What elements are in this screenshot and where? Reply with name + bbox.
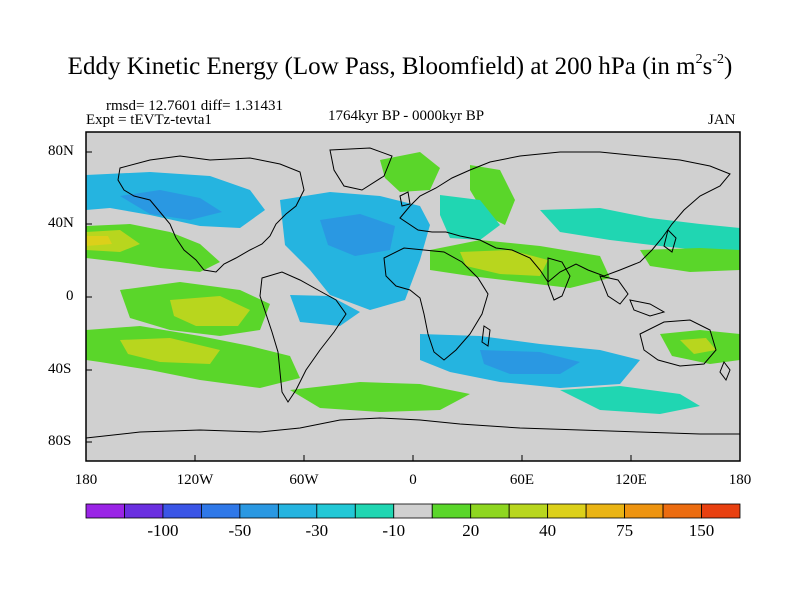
- colorbar-swatch: [85, 503, 125, 519]
- coast-antarctica: [86, 417, 740, 439]
- axis-ticks: [85, 151, 741, 461]
- colorbar-swatch: [624, 503, 664, 519]
- colorbar: [85, 503, 741, 519]
- coast-australia: [639, 319, 717, 367]
- colorbar-swatch: [701, 503, 741, 519]
- colorbar-swatch: [585, 503, 625, 519]
- x-tick-label-60w: 60W: [289, 472, 319, 488]
- coast-north-america: [117, 155, 305, 273]
- anomaly-europe-positive: [380, 152, 440, 192]
- colorbar-swatch: [277, 503, 318, 519]
- anomaly-south-indian-core: [480, 350, 580, 374]
- coast-india: [547, 257, 571, 301]
- coast-japan: [663, 229, 677, 253]
- colorbar-swatch: [431, 503, 472, 519]
- colorbar-swatch: [508, 503, 549, 519]
- coast-uk: [399, 191, 411, 207]
- anomaly-south-indian-cyan: [560, 386, 700, 414]
- coast-africa: [383, 247, 489, 361]
- month-label: JAN: [708, 112, 736, 128]
- coast-south-america: [259, 271, 347, 403]
- plot-title: Eddy Kinetic Energy (Low Pass, Bloomfiel…: [67, 52, 733, 80]
- y-tick-label-40s: 40S: [48, 361, 72, 377]
- colorbar-swatch: [124, 503, 164, 519]
- x-tick-label-60e: 60E: [509, 472, 535, 488]
- coastlines: [86, 147, 740, 439]
- anomaly-australia-core: [680, 338, 716, 354]
- colorbar-swatch: [354, 503, 395, 519]
- colorbar-swatch: [239, 503, 279, 519]
- anomaly-tropical-pacific-core: [170, 296, 250, 326]
- x-tick-label-180w: 180: [74, 472, 98, 488]
- colorbar-swatch: [662, 503, 702, 519]
- coast-indonesia: [629, 299, 666, 317]
- x-tick-label-0: 0: [409, 472, 417, 488]
- y-tick-label-80n: 80N: [48, 143, 74, 159]
- colorbar-label: -10: [382, 521, 406, 540]
- coast-eurasia: [399, 151, 731, 283]
- anomaly-field: [86, 152, 740, 414]
- colorbar-label: 40: [539, 521, 557, 540]
- experiment-label: Expt = tEVTz-tevta1: [86, 112, 212, 128]
- y-tick-label-80s: 80S: [48, 433, 72, 449]
- x-tick-label-180e: 180: [728, 472, 752, 488]
- coast-new-zealand: [719, 360, 731, 382]
- coast-madagascar: [481, 325, 491, 347]
- colorbar-swatch: [470, 503, 510, 519]
- colorbar-swatch: [547, 503, 587, 519]
- colorbar-swatch: [316, 503, 356, 519]
- colorbar-label: -100: [147, 521, 179, 540]
- colorbar-swatch: [162, 503, 202, 519]
- y-tick-label-40n: 40N: [48, 215, 74, 231]
- coast-southeast-asia: [599, 275, 629, 305]
- anomaly-scandinavia-positive: [470, 165, 515, 225]
- period-label: 1764kyr BP - 0000kyr BP: [328, 108, 485, 124]
- anomaly-south-atlantic-positive: [290, 382, 470, 412]
- anomaly-asia-negative: [440, 195, 500, 240]
- x-tick-label-120e: 120E: [615, 472, 647, 488]
- x-tick-label-120w: 120W: [176, 472, 214, 488]
- map-plot: [86, 132, 740, 461]
- colorbar-label: -50: [228, 521, 252, 540]
- coast-greenland: [329, 147, 393, 191]
- anomaly-east-pacific-positive: [640, 248, 740, 272]
- colorbar-label: -30: [305, 521, 329, 540]
- colorbar-label: 20: [462, 521, 480, 540]
- anomaly-atlantic-tropics-negative: [290, 295, 360, 326]
- anomaly-pacific-jet-max: [86, 236, 112, 246]
- colorbar-label: 75: [616, 521, 634, 540]
- anomaly-north-atlantic-core: [320, 214, 395, 256]
- anomaly-pacific-jet-core: [86, 230, 140, 252]
- anomaly-south-pacific-core: [120, 338, 220, 364]
- colorbar-swatch: [201, 503, 241, 519]
- colorbar-label: 150: [688, 521, 715, 540]
- stats-text: rmsd= 12.7601 diff= 1.31431: [106, 98, 284, 114]
- anomaly-north-pacific-core: [120, 190, 222, 220]
- anomaly-east-asia-negative: [540, 208, 740, 255]
- colorbar-swatch: [393, 503, 433, 519]
- y-tick-label-0: 0: [66, 288, 74, 304]
